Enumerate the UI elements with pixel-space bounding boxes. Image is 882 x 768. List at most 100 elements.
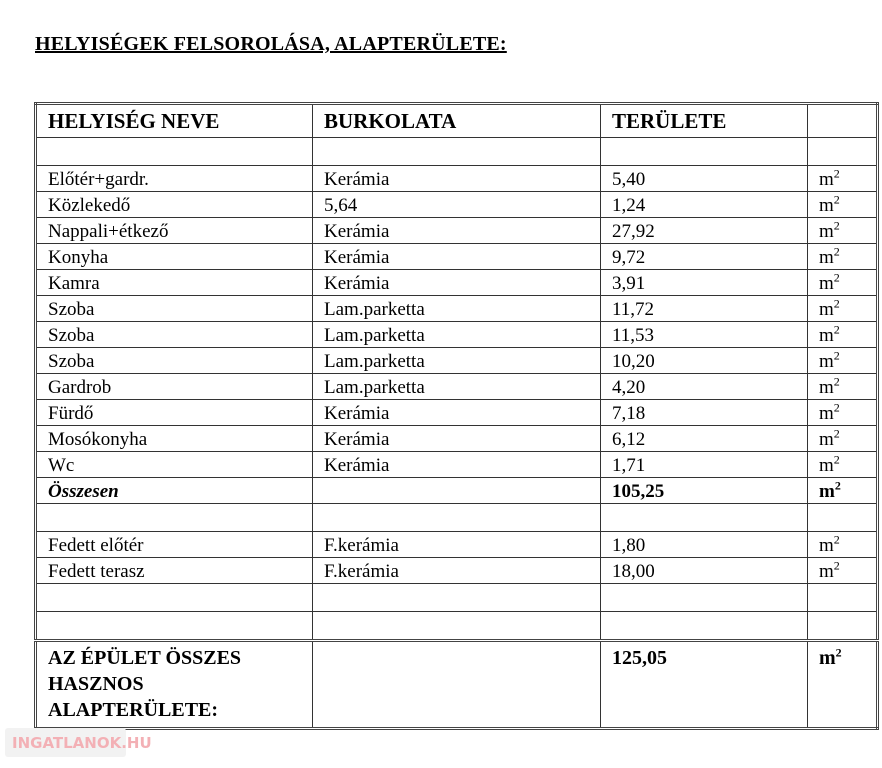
header-unit bbox=[807, 103, 878, 138]
unit: m2 bbox=[807, 425, 878, 452]
flooring: Kerámia bbox=[312, 425, 601, 452]
unit: m2 bbox=[807, 451, 878, 478]
unit-text: m bbox=[819, 647, 836, 669]
room-name: Mosókonyha bbox=[35, 425, 313, 452]
unit: m2 bbox=[807, 477, 878, 504]
unit-exponent: 2 bbox=[833, 400, 840, 415]
unit-text: m bbox=[819, 247, 834, 268]
empty-cell bbox=[312, 503, 601, 532]
area: 5,40 bbox=[600, 165, 808, 192]
empty-row bbox=[35, 503, 878, 532]
flooring: Lam.parketta bbox=[312, 373, 601, 400]
header-flooring: BURKOLATA bbox=[312, 103, 601, 138]
unit: m2 bbox=[807, 640, 878, 729]
table-row: Előtér+gardr. Kerámia 5,40 m2 bbox=[35, 165, 878, 192]
area: 1,80 bbox=[600, 531, 808, 558]
area: 1,71 bbox=[600, 451, 808, 478]
unit-text: m bbox=[819, 169, 834, 190]
empty-cell bbox=[600, 583, 808, 612]
unit-exponent: 2 bbox=[833, 166, 840, 181]
table-row: Közlekedő 5,64 1,24 m2 bbox=[35, 191, 878, 218]
flooring: Kerámia bbox=[312, 217, 601, 244]
empty-cell bbox=[807, 583, 878, 612]
empty-cell bbox=[35, 611, 313, 641]
flooring: Kerámia bbox=[312, 243, 601, 270]
header-area: TERÜLETE bbox=[600, 103, 808, 138]
unit-text: m bbox=[819, 325, 834, 346]
flooring: Lam.parketta bbox=[312, 321, 601, 348]
room-name: Kamra bbox=[35, 269, 313, 296]
unit-text: m bbox=[819, 351, 834, 372]
table-row: Szoba Lam.parketta 11,72 m2 bbox=[35, 295, 878, 322]
unit-text: m bbox=[819, 221, 834, 242]
unit: m2 bbox=[807, 347, 878, 374]
flooring: Kerámia bbox=[312, 451, 601, 478]
unit: m2 bbox=[807, 295, 878, 322]
table-row: Fedett előtér F.kerámia 1,80 m2 bbox=[35, 531, 878, 558]
table-row: Szoba Lam.parketta 11,53 m2 bbox=[35, 321, 878, 348]
unit-text: m bbox=[819, 195, 834, 216]
unit: m2 bbox=[807, 557, 878, 584]
room-name: Fedett terasz bbox=[35, 557, 313, 584]
area: 1,24 bbox=[600, 191, 808, 218]
unit-text: m bbox=[819, 455, 834, 476]
empty-cell bbox=[600, 503, 808, 532]
unit-exponent: 2 bbox=[833, 322, 840, 337]
unit-exponent: 2 bbox=[833, 426, 840, 441]
empty-cell bbox=[312, 583, 601, 612]
empty-cell bbox=[312, 611, 601, 641]
unit-text: m bbox=[819, 481, 835, 502]
room-name: Gardrob bbox=[35, 373, 313, 400]
flooring: Kerámia bbox=[312, 165, 601, 192]
unit-exponent: 2 bbox=[833, 374, 840, 389]
area: 9,72 bbox=[600, 243, 808, 270]
empty-cell bbox=[807, 503, 878, 532]
unit-text: m bbox=[819, 299, 834, 320]
flooring: F.kerámia bbox=[312, 557, 601, 584]
table-row: Fedett terasz F.kerámia 18,00 m2 bbox=[35, 557, 878, 584]
area: 27,92 bbox=[600, 217, 808, 244]
area: 18,00 bbox=[600, 557, 808, 584]
empty-cell bbox=[312, 137, 601, 166]
empty-row bbox=[35, 137, 878, 166]
unit: m2 bbox=[807, 191, 878, 218]
empty-cell bbox=[807, 137, 878, 166]
room-name: Nappali+étkező bbox=[35, 217, 313, 244]
room-name: AZ ÉPÜLET ÖSSZES HASZNOS ALAPTERÜLETE: bbox=[35, 640, 313, 729]
unit: m2 bbox=[807, 217, 878, 244]
area: 10,20 bbox=[600, 347, 808, 374]
area: 11,53 bbox=[600, 321, 808, 348]
empty-row bbox=[35, 611, 878, 641]
unit: m2 bbox=[807, 165, 878, 192]
flooring: 5,64 bbox=[312, 191, 601, 218]
room-name: Közlekedő bbox=[35, 191, 313, 218]
room-name: Szoba bbox=[35, 321, 313, 348]
unit-exponent: 2 bbox=[833, 218, 840, 233]
header-room-name: HELYISÉG NEVE bbox=[35, 103, 313, 138]
unit-text: m bbox=[819, 429, 834, 450]
empty-cell bbox=[35, 137, 313, 166]
unit-exponent: 2 bbox=[833, 348, 840, 363]
table-row: Konyha Kerámia 9,72 m2 bbox=[35, 243, 878, 270]
unit-exponent: 2 bbox=[833, 296, 840, 311]
area: 7,18 bbox=[600, 399, 808, 426]
table-row: Kamra Kerámia 3,91 m2 bbox=[35, 269, 878, 296]
unit: m2 bbox=[807, 399, 878, 426]
unit-exponent: 2 bbox=[833, 192, 840, 207]
unit-text: m bbox=[819, 377, 834, 398]
unit: m2 bbox=[807, 531, 878, 558]
unit: m2 bbox=[807, 269, 878, 296]
flooring: Kerámia bbox=[312, 269, 601, 296]
area: 6,12 bbox=[600, 425, 808, 452]
unit-text: m bbox=[819, 561, 834, 582]
unit-text: m bbox=[819, 403, 834, 424]
total-row: AZ ÉPÜLET ÖSSZES HASZNOS ALAPTERÜLETE: 12… bbox=[35, 640, 878, 729]
table-row: Wc Kerámia 1,71 m2 bbox=[35, 451, 878, 478]
subtotal-row: Összesen 105,25 m2 bbox=[35, 477, 878, 504]
unit-exponent: 2 bbox=[833, 270, 840, 285]
table-row: Fürdő Kerámia 7,18 m2 bbox=[35, 399, 878, 426]
table-row: Nappali+étkező Kerámia 27,92 m2 bbox=[35, 217, 878, 244]
room-name: Szoba bbox=[35, 347, 313, 374]
room-name: Wc bbox=[35, 451, 313, 478]
flooring: Lam.parketta bbox=[312, 347, 601, 374]
